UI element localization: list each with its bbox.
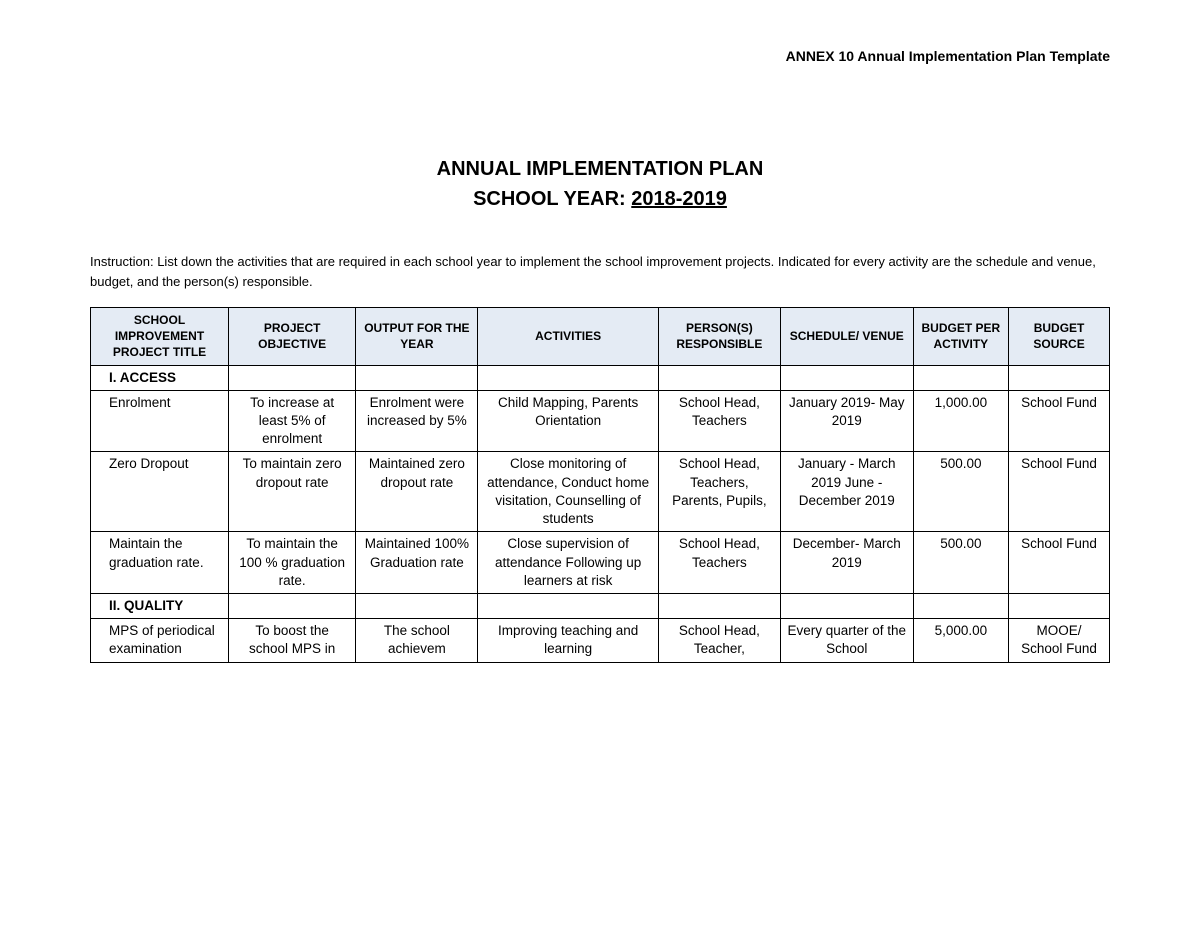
table-cell: School Head, Teacher, (658, 619, 780, 662)
table-cell: Close monitoring of attendance, Conduct … (478, 452, 658, 532)
table-row: I. ACCESS (91, 365, 1110, 390)
col-header-output: OUTPUT FOR THE YEAR (356, 308, 478, 366)
table-cell: 1,000.00 (913, 390, 1009, 452)
table-cell (780, 365, 913, 390)
table-cell: 500.00 (913, 532, 1009, 594)
table-cell (1009, 365, 1110, 390)
title-line-1: ANNUAL IMPLEMENTATION PLAN (90, 154, 1110, 184)
table-cell (478, 365, 658, 390)
table-cell: Maintained zero dropout rate (356, 452, 478, 532)
table-cell (228, 593, 355, 618)
document-title: ANNUAL IMPLEMENTATION PLAN SCHOOL YEAR: … (90, 154, 1110, 214)
table-cell (356, 593, 478, 618)
title-year-label: SCHOOL YEAR: (473, 188, 631, 210)
table-cell: School Fund (1009, 532, 1110, 594)
table-row: EnrolmentTo increase at least 5% of enro… (91, 390, 1110, 452)
table-cell: Zero Dropout (91, 452, 229, 532)
table-cell: School Fund (1009, 452, 1110, 532)
table-row: MPS of periodical examinationTo boost th… (91, 619, 1110, 662)
table-cell: Child Mapping, Parents Orientation (478, 390, 658, 452)
table-cell: To maintain the 100 % graduation rate. (228, 532, 355, 594)
table-cell: To maintain zero dropout rate (228, 452, 355, 532)
implementation-table: SCHOOL IMPROVEMENT PROJECT TITLE PROJECT… (90, 307, 1110, 663)
table-cell: Maintained 100% Graduation rate (356, 532, 478, 594)
table-cell: School Head, Teachers, Parents, Pupils, (658, 452, 780, 532)
table-cell (913, 593, 1009, 618)
table-cell: Enrolment (91, 390, 229, 452)
table-cell: Enrolment were increased by 5% (356, 390, 478, 452)
table-cell: MOOE/ School Fund (1009, 619, 1110, 662)
title-line-2: SCHOOL YEAR: 2018-2019 (90, 184, 1110, 214)
table-cell: Close supervision of attendance Followin… (478, 532, 658, 594)
table-cell: 5,000.00 (913, 619, 1009, 662)
col-header-persons: PERSON(S) RESPONSIBLE (658, 308, 780, 366)
table-header-row: SCHOOL IMPROVEMENT PROJECT TITLE PROJECT… (91, 308, 1110, 366)
table-cell (478, 593, 658, 618)
col-header-activities: ACTIVITIES (478, 308, 658, 366)
table-row: Maintain the graduation rate.To maintain… (91, 532, 1110, 594)
table-row: Zero DropoutTo maintain zero dropout rat… (91, 452, 1110, 532)
table-cell: January 2019- May 2019 (780, 390, 913, 452)
table-cell: To boost the school MPS in (228, 619, 355, 662)
table-cell: January - March 2019 June -December 2019 (780, 452, 913, 532)
table-cell: The school achievem (356, 619, 478, 662)
table-cell: School Fund (1009, 390, 1110, 452)
table-cell: Maintain the graduation rate. (91, 532, 229, 594)
table-cell: School Head, Teachers (658, 532, 780, 594)
table-cell (780, 593, 913, 618)
table-cell: Every quarter of the School (780, 619, 913, 662)
table-cell (658, 593, 780, 618)
table-row: II. QUALITY (91, 593, 1110, 618)
table-cell (356, 365, 478, 390)
table-cell: To increase at least 5% of enrolment (228, 390, 355, 452)
table-cell (658, 365, 780, 390)
title-year-value: 2018-2019 (631, 188, 727, 210)
instruction-text: Instruction: List down the activities th… (90, 252, 1110, 291)
table-cell (228, 365, 355, 390)
col-header-schedule: SCHEDULE/ VENUE (780, 308, 913, 366)
table-cell (1009, 593, 1110, 618)
col-header-project-title: SCHOOL IMPROVEMENT PROJECT TITLE (91, 308, 229, 366)
table-cell: I. ACCESS (91, 365, 229, 390)
table-cell: 500.00 (913, 452, 1009, 532)
table-cell: School Head, Teachers (658, 390, 780, 452)
table-cell: MPS of periodical examination (91, 619, 229, 662)
table-cell: II. QUALITY (91, 593, 229, 618)
table-cell (913, 365, 1009, 390)
col-header-objective: PROJECT OBJECTIVE (228, 308, 355, 366)
table-cell: December- March 2019 (780, 532, 913, 594)
col-header-budget-source: BUDGET SOURCE (1009, 308, 1110, 366)
col-header-budget-activity: BUDGET PER ACTIVITY (913, 308, 1009, 366)
table-cell: Improving teaching and learning (478, 619, 658, 662)
annex-header: ANNEX 10 Annual Implementation Plan Temp… (90, 48, 1110, 64)
